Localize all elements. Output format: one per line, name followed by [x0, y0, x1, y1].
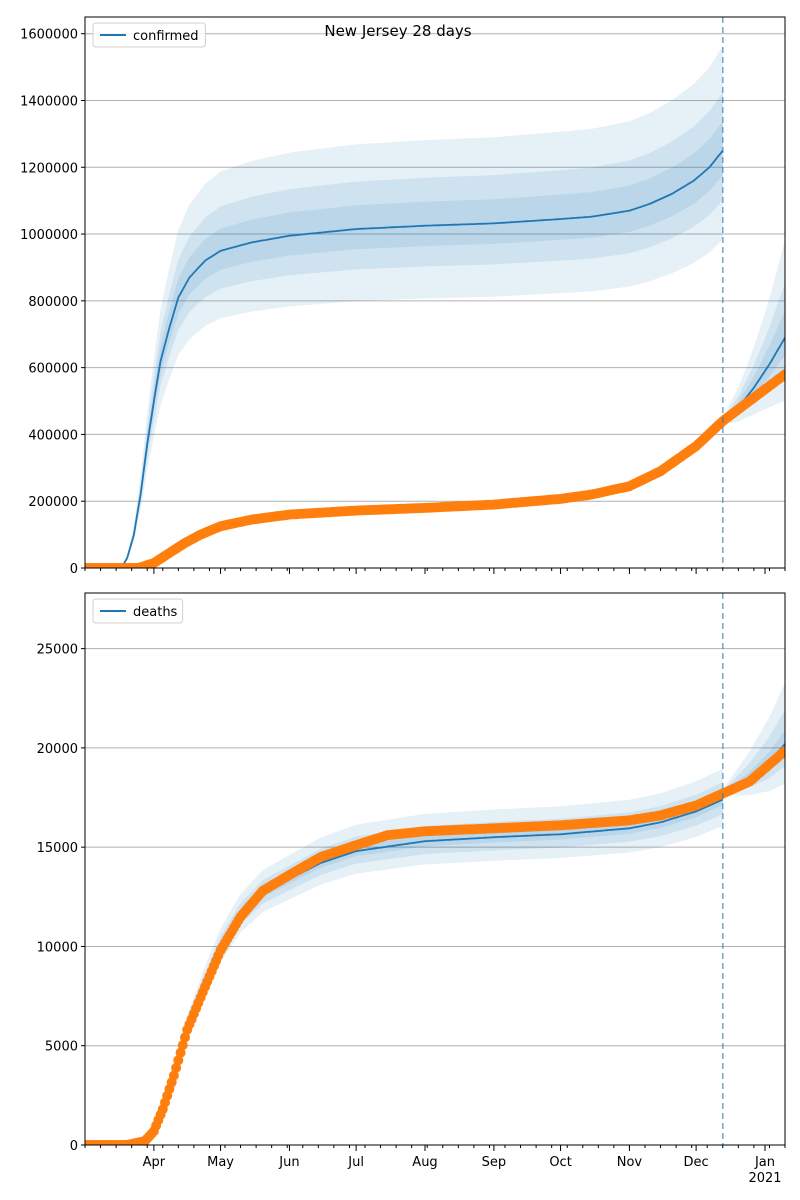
y-tick-label: 400000: [28, 428, 78, 443]
y-tick-label: 5000: [45, 1040, 78, 1055]
x-tick-label: 2021: [748, 1171, 781, 1186]
model-line: [85, 150, 724, 568]
chart-title: New Jersey 28 days: [324, 22, 471, 40]
plot-area: [85, 593, 785, 1145]
x-tick-label: Oct: [549, 1155, 571, 1170]
legend-label: deaths: [133, 605, 178, 620]
deaths-panel: 0 5000 10000 15000 20000 25000 Apr May Jun Jul Aug…: [37, 592, 786, 1186]
y-tick-label: 0: [70, 1139, 78, 1154]
plot-area: [85, 17, 785, 568]
confirmed-panel: 0 200000 400000 600000 800000 1000000 1200000 1…: [20, 16, 786, 577]
uncertainty-band: [722, 709, 785, 795]
uncertainty-band: [85, 792, 723, 1145]
uncertainty-band: [722, 239, 785, 425]
plot-frame: [84, 592, 786, 1146]
x-tick-label: Apr: [143, 1155, 166, 1170]
uncertainty-band: [722, 310, 785, 423]
observed-point: [175, 1047, 186, 1058]
y-tick-label: 1200000: [20, 161, 78, 176]
observed-point: [168, 1070, 179, 1081]
legend: deaths: [92, 598, 184, 624]
y-tick-label: 1400000: [20, 94, 78, 109]
uncertainty-band: [85, 121, 723, 568]
legend-label: confirmed: [133, 29, 199, 44]
y-tick-label: 1000000: [20, 228, 78, 243]
observed-point: [180, 1032, 190, 1043]
y-tick-label: 600000: [28, 362, 78, 377]
plot-frame: [84, 16, 786, 569]
observed-point: [177, 1040, 188, 1051]
y-tick-label: 15000: [37, 841, 78, 856]
y-tick-label: 10000: [37, 940, 78, 955]
x-tick-label: May: [207, 1155, 234, 1170]
observed-point: [173, 1055, 184, 1066]
y-tick-label: 800000: [28, 295, 78, 310]
y-tick-label: 25000: [37, 643, 78, 658]
x-tick-label: Dec: [684, 1155, 709, 1170]
legend: confirmed: [92, 22, 206, 48]
observed-point: [780, 369, 785, 380]
observed-point: [780, 745, 785, 756]
x-tick-label: Jan: [754, 1155, 775, 1170]
x-tick-label: Aug: [412, 1155, 437, 1170]
legend-box: [92, 22, 206, 48]
uncertainty-band: [85, 46, 723, 568]
x-tick-label: Jun: [278, 1155, 299, 1170]
x-tick-label: Nov: [617, 1155, 643, 1170]
legend-box: [92, 598, 184, 624]
x-tick-label: Jul: [347, 1155, 364, 1170]
observed-point: [171, 1062, 182, 1073]
y-tick-label: 20000: [37, 742, 78, 757]
uncertainty-band: [85, 92, 723, 568]
y-tick-label: 200000: [28, 495, 78, 510]
y-tick-label: 1600000: [20, 28, 78, 43]
y-tick-label: 0: [70, 562, 78, 577]
x-tick-label: Sep: [482, 1155, 507, 1170]
